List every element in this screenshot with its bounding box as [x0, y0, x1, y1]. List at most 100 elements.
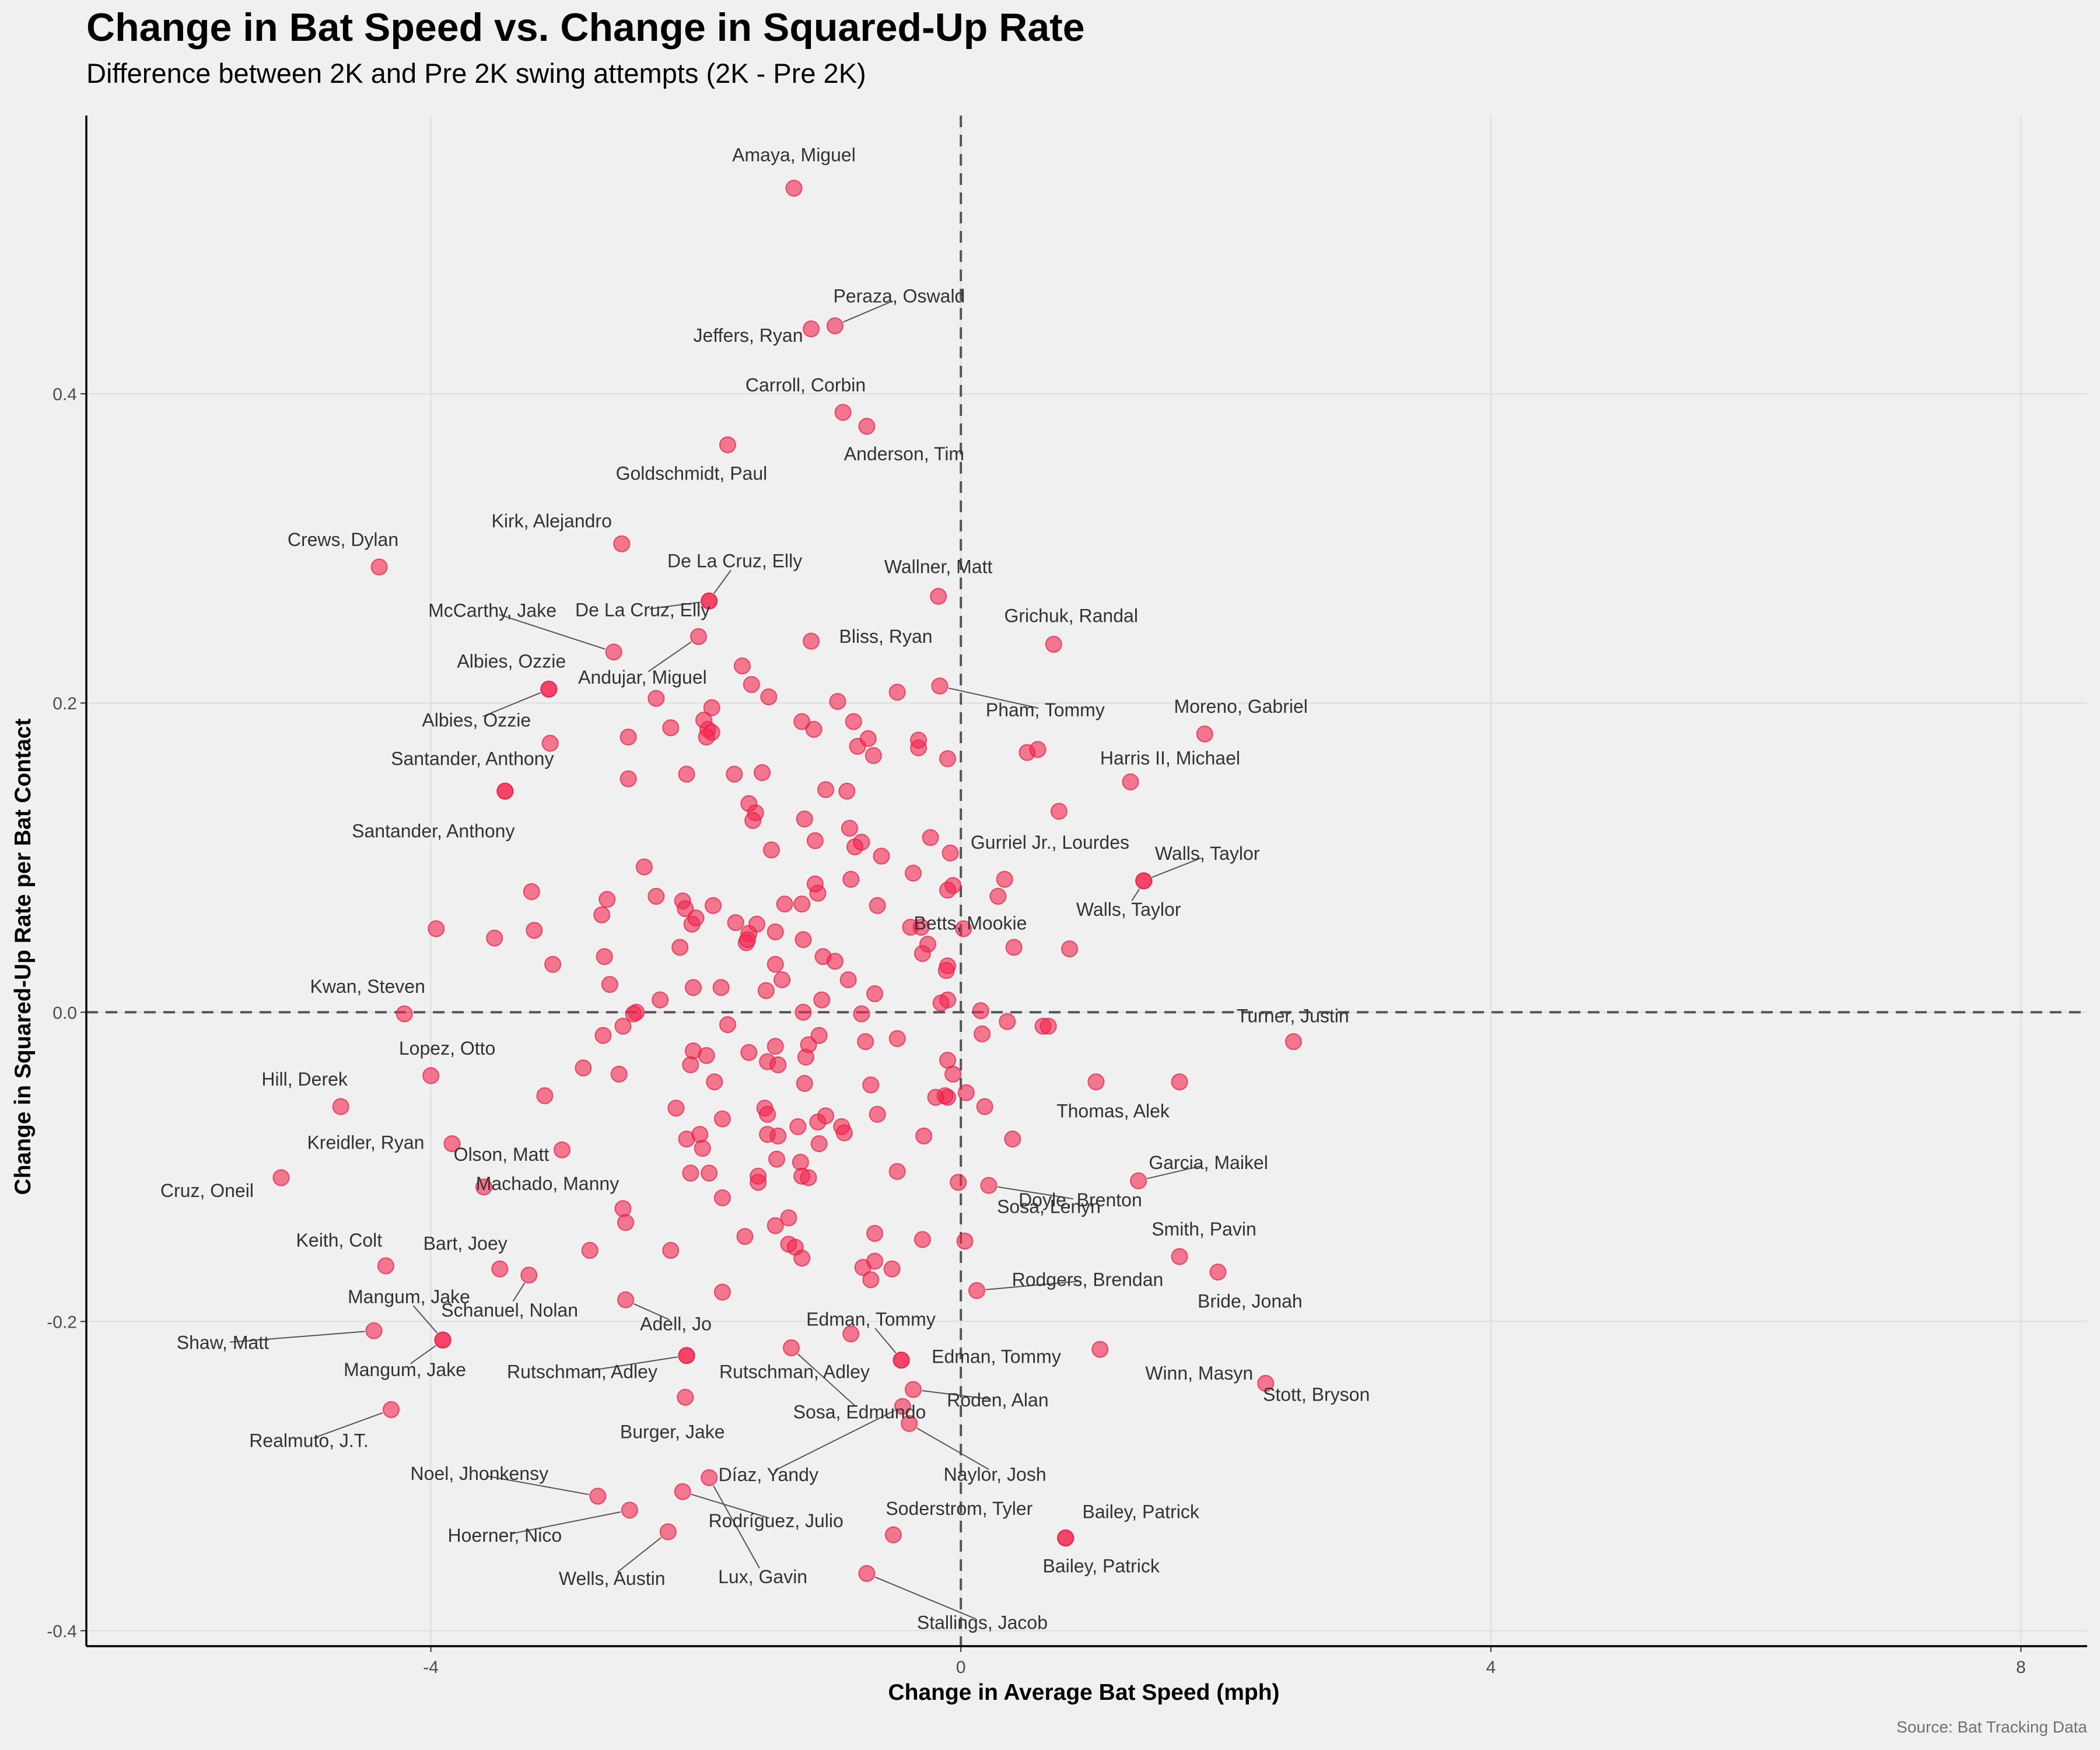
data-point	[601, 976, 618, 993]
point-label: Adell, Jo	[640, 1313, 712, 1334]
point-label: Betts, Mookie	[914, 913, 1027, 934]
data-point	[974, 1025, 991, 1042]
point-label: Amaya, Miguel	[732, 145, 856, 166]
point-label: Bailey, Patrick	[1082, 1501, 1199, 1522]
chart-subtitle: Difference between 2K and Pre 2K swing a…	[86, 58, 866, 89]
y-tick-label: -0.2	[47, 1312, 77, 1332]
label-leader-line	[774, 1410, 895, 1471]
label-leader-line	[499, 614, 606, 650]
data-point	[805, 720, 822, 738]
data-point	[809, 1113, 827, 1130]
labeled-data-point	[475, 1178, 492, 1196]
data-point	[845, 713, 862, 730]
data-point	[853, 1005, 870, 1023]
data-point	[826, 953, 844, 970]
labeled-data-point	[1196, 725, 1213, 743]
data-point	[1004, 1130, 1021, 1148]
data-points	[272, 180, 1302, 1582]
data-point	[972, 1002, 989, 1020]
point-label: Mangum, Jake	[344, 1359, 466, 1380]
data-point	[862, 1271, 880, 1289]
data-point	[744, 812, 762, 830]
data-point	[866, 1224, 884, 1242]
data-point	[1005, 939, 1023, 956]
labeled-data-point	[370, 558, 388, 576]
point-label: Winn, Masyn	[1145, 1363, 1253, 1384]
point-label: Goldschmidt, Paul	[616, 463, 768, 484]
point-label: McCarthy, Jake	[428, 600, 556, 621]
data-point	[648, 888, 665, 905]
data-point	[678, 765, 695, 783]
labeled-data-point	[1060, 940, 1078, 958]
point-label: Jeffers, Ryan	[694, 325, 803, 346]
data-point	[864, 747, 882, 764]
point-label: Walls, Taylor	[1076, 899, 1181, 920]
label-leader-line	[797, 1353, 855, 1406]
data-point	[648, 690, 665, 707]
label-leader-line	[713, 1485, 760, 1569]
data-point	[841, 820, 858, 837]
labeled-data-point	[443, 1135, 461, 1153]
label-leader-line	[482, 692, 541, 718]
data-point	[806, 875, 824, 892]
data-point	[694, 1140, 711, 1157]
point-label: Moreno, Gabriel	[1174, 696, 1307, 717]
labeled-data-point	[617, 1291, 635, 1308]
data-point	[682, 1164, 699, 1182]
data-point	[677, 900, 694, 918]
data-point	[912, 919, 930, 936]
axes: -4 0 4 8 -0.4 -0.2 0.0 0.2 0.4	[47, 116, 2087, 1677]
point-label: Smith, Pavin	[1152, 1219, 1256, 1240]
data-point	[883, 1260, 901, 1278]
point-label: Noel, Jhonkensy	[411, 1463, 549, 1484]
data-point	[794, 931, 812, 949]
label-leader-line	[1147, 1165, 1202, 1180]
label-leader-line	[648, 641, 692, 673]
point-label: Hoerner, Nico	[448, 1525, 562, 1546]
labeled-data-point	[892, 1352, 910, 1369]
data-point	[915, 1127, 933, 1144]
point-label: Kirk, Alejandro	[492, 510, 612, 531]
data-point	[839, 971, 857, 989]
point-labels: Amaya, Miguel Peraza, Oswald Jeffers, Ryan…	[160, 145, 1370, 1633]
data-point	[662, 1241, 680, 1259]
data-point	[581, 1241, 598, 1259]
data-point	[792, 1153, 809, 1171]
y-tick-label: 0.4	[52, 385, 77, 404]
labeled-data-point	[272, 1169, 290, 1186]
data-point	[620, 770, 637, 788]
data-point	[596, 948, 613, 965]
point-label: Sosa, Edmundo	[793, 1401, 926, 1422]
data-point	[914, 945, 931, 963]
point-label: Doyle, Brenton	[1019, 1189, 1142, 1210]
point-label: Peraza, Oswald	[833, 285, 965, 306]
data-point	[774, 971, 791, 989]
data-point	[738, 931, 756, 949]
data-point	[614, 1200, 632, 1217]
point-label: Roden, Alan	[947, 1390, 1048, 1410]
point-label: De La Cruz, Elly	[575, 599, 710, 620]
point-label: Keith, Colt	[296, 1230, 383, 1251]
data-point	[625, 1005, 642, 1023]
label-leader-line	[617, 1537, 662, 1573]
data-point	[736, 1228, 754, 1245]
point-label: Cruz, Oneil	[160, 1180, 254, 1201]
labeled-data-point	[589, 1488, 607, 1505]
point-label: Bart, Joey	[424, 1233, 508, 1254]
label-leaders	[229, 300, 1202, 1620]
labeled-data-point	[803, 320, 820, 338]
x-tick-label: 0	[956, 1658, 966, 1677]
labeled-data-point	[377, 1257, 394, 1275]
data-point	[684, 979, 702, 996]
data-point	[733, 657, 751, 675]
data-point	[817, 781, 835, 799]
data-point	[753, 764, 771, 781]
labeled-data-point	[1209, 1264, 1227, 1281]
data-point	[869, 1105, 886, 1123]
point-label: Lux, Gavin	[718, 1566, 807, 1587]
labeled-data-point	[901, 1415, 918, 1432]
labeled-data-point	[396, 1005, 413, 1023]
label-leader-line	[1152, 858, 1201, 878]
data-point	[750, 1174, 767, 1191]
label-leader-line	[874, 1328, 897, 1353]
